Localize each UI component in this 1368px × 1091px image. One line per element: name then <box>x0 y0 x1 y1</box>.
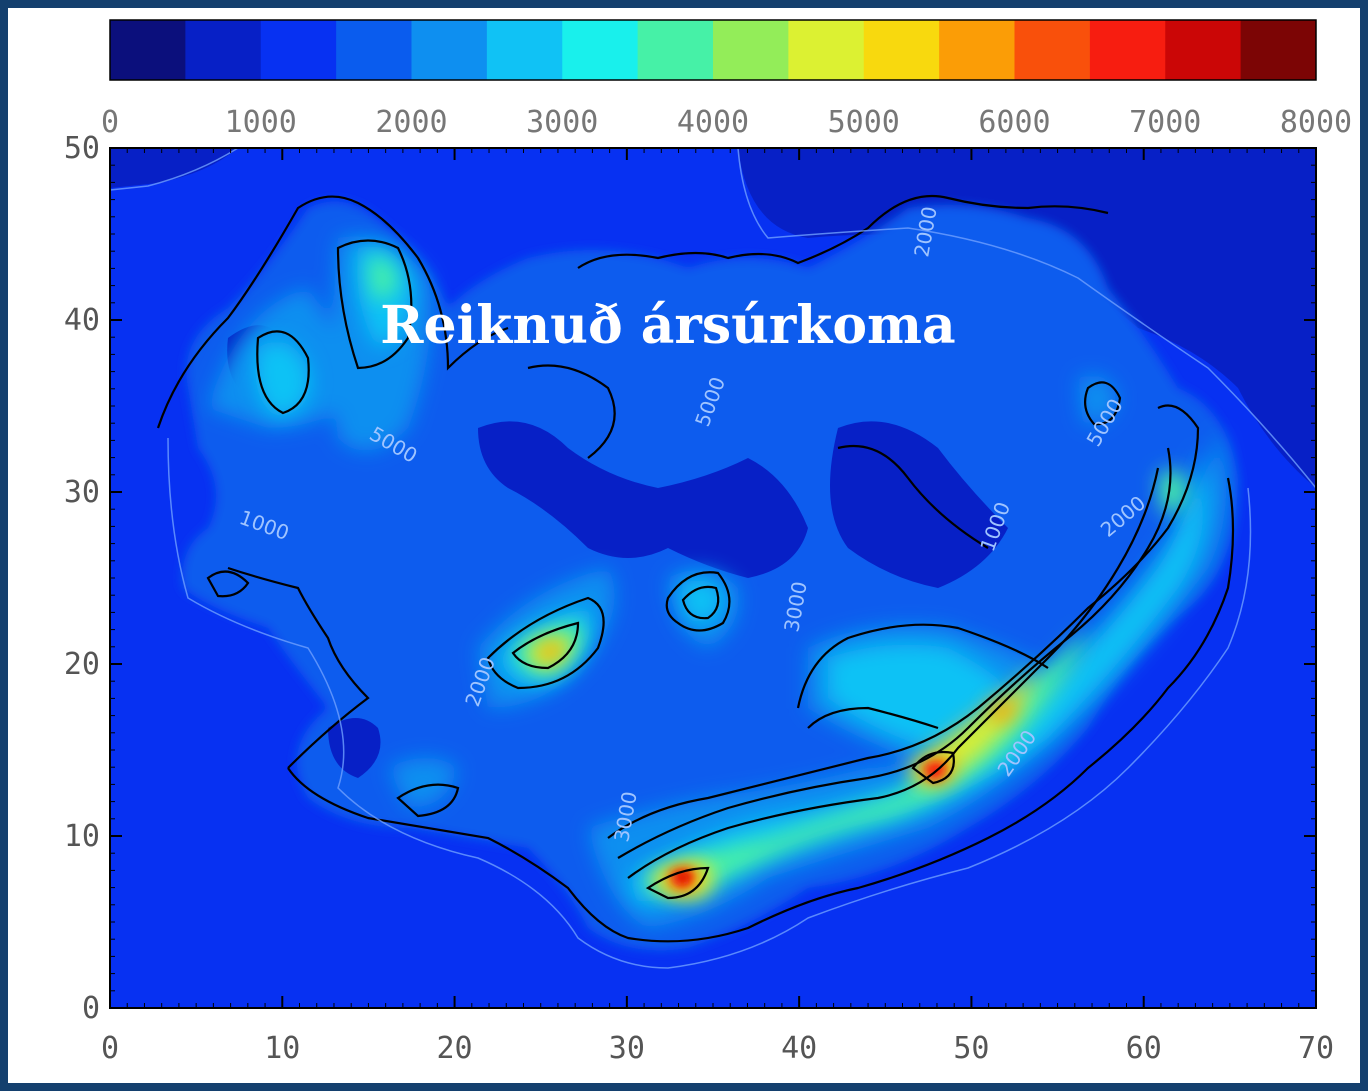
colorbar-swatch <box>1165 20 1242 80</box>
colorbar-tick-label: 1000 <box>225 105 297 140</box>
colorbar-tick-label: 5000 <box>828 105 900 140</box>
chart-frame: 0 1000 2000 3000 4000 5000 6000 7000 8000 <box>8 8 1360 1083</box>
colorbar-swatch <box>713 20 789 80</box>
colorbar-tick-label: 7000 <box>1129 105 1201 140</box>
y-tick-label: 30 <box>64 475 100 510</box>
contour-lines <box>156 194 1235 943</box>
colorbar-swatch <box>185 20 262 80</box>
colorbar <box>109 19 1317 81</box>
colorbar-swatch <box>939 20 1015 80</box>
x-tick-label: 20 <box>437 1031 473 1066</box>
colorbar-tick-label: 0 <box>101 105 119 140</box>
colorbar-tick-label: 3000 <box>526 105 598 140</box>
colorbar-swatch <box>260 20 337 80</box>
plot-area: 1000 100020002000200020003000300050005000… <box>109 147 1317 1009</box>
axis-ticks <box>109 147 1317 1009</box>
y-tick-label: 10 <box>64 819 100 854</box>
colorbar-swatch <box>637 20 714 80</box>
colorbar-swatch <box>1240 20 1317 80</box>
colorbar-tick-label: 6000 <box>978 105 1050 140</box>
colorbar-tick-label: 8000 <box>1280 105 1352 140</box>
colorbar-swatch <box>562 20 639 80</box>
colorbar-swatch <box>110 20 186 80</box>
x-tick-label: 0 <box>101 1031 119 1066</box>
colorbar-swatch <box>863 20 940 80</box>
y-axis-tick-labels: 0 10 20 30 40 50 <box>64 131 100 1026</box>
x-tick-label: 70 <box>1298 1031 1334 1066</box>
colorbar-swatch <box>336 20 412 80</box>
colorbar-swatch <box>1089 20 1166 80</box>
colorbar-tick-label: 4000 <box>677 105 749 140</box>
precipitation-contour-chart: 0 1000 2000 3000 4000 5000 6000 7000 8000 <box>64 19 1352 1066</box>
x-axis-tick-labels: 0 10 20 30 40 50 60 70 <box>101 1031 1334 1066</box>
colorbar-swatch <box>411 20 488 80</box>
colorbar-border <box>109 19 1317 81</box>
colorbar-tick-label: 2000 <box>375 105 447 140</box>
x-tick-label: 60 <box>1126 1031 1162 1066</box>
x-tick-label: 40 <box>781 1031 817 1066</box>
x-tick-label: 30 <box>609 1031 645 1066</box>
x-tick-label: 10 <box>264 1031 300 1066</box>
contour-lines-light <box>110 148 1316 969</box>
colorbar-tick-labels: 0 1000 2000 3000 4000 5000 6000 7000 8000 <box>101 105 1352 140</box>
ocean-low-region-nw <box>110 148 238 188</box>
y-tick-label: 40 <box>64 303 100 338</box>
colorbar-swatch <box>486 20 563 80</box>
y-tick-label: 50 <box>64 131 100 166</box>
colorbar-swatch <box>1014 20 1091 80</box>
chart-title: Reiknuð ársúrkoma <box>380 295 955 356</box>
x-tick-label: 50 <box>953 1031 989 1066</box>
colorbar-swatch <box>788 20 865 80</box>
y-tick-label: 20 <box>64 647 100 682</box>
y-tick-label: 0 <box>82 991 100 1026</box>
